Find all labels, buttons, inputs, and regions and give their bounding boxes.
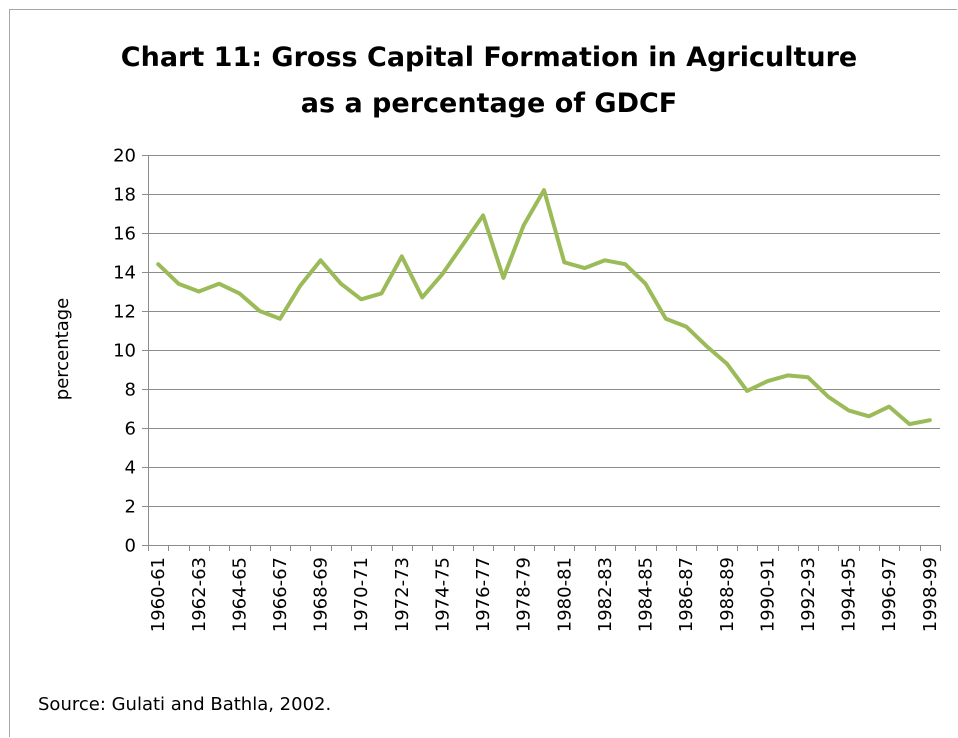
data-point bbox=[177, 282, 181, 286]
data-point bbox=[887, 405, 891, 409]
y-tick-label: 8 bbox=[125, 380, 136, 401]
data-point bbox=[664, 317, 668, 321]
chart-frame bbox=[9, 9, 957, 737]
axes bbox=[142, 155, 941, 551]
series bbox=[156, 188, 932, 427]
x-tick-label: 1972-73 bbox=[392, 557, 413, 632]
data-point bbox=[826, 395, 830, 399]
data-point bbox=[522, 223, 526, 227]
chart-title-line-1: Chart 11: Gross Capital Formation in Agr… bbox=[121, 42, 857, 73]
y-tick-label: 0 bbox=[125, 536, 136, 557]
series-line bbox=[156, 188, 932, 427]
x-tick-label: 1980-81 bbox=[554, 557, 575, 632]
x-tick-label: 1984-85 bbox=[636, 557, 657, 632]
x-tick-label: 1994-95 bbox=[839, 557, 860, 632]
x-tick-label: 1962-63 bbox=[189, 557, 210, 632]
data-point bbox=[623, 262, 627, 266]
x-tick-label: 1982-83 bbox=[595, 557, 616, 632]
x-tick-label: 1966-67 bbox=[270, 557, 291, 632]
data-point bbox=[847, 408, 851, 412]
data-point bbox=[298, 284, 302, 288]
y-tick-label: 2 bbox=[125, 497, 136, 518]
x-tick-label: 1988-89 bbox=[717, 557, 738, 632]
data-point bbox=[644, 282, 648, 286]
x-tick-label: 1998-99 bbox=[920, 557, 941, 632]
data-point bbox=[583, 266, 587, 270]
x-tick-labels: 1960-61 1962-63 1964-65 1966-67 1968-69 1970-… bbox=[148, 557, 941, 632]
y-tick-label: 16 bbox=[113, 224, 136, 245]
data-point bbox=[928, 418, 932, 422]
data-point bbox=[197, 290, 201, 294]
y-tick-label: 6 bbox=[125, 419, 136, 440]
x-tick-label: 1964-65 bbox=[229, 557, 250, 632]
chart-title-line-2: as a percentage of GDCF bbox=[301, 88, 678, 119]
x-tick-label: 1976-77 bbox=[473, 557, 494, 632]
data-point bbox=[380, 291, 384, 295]
data-point bbox=[461, 243, 465, 247]
y-tick-label: 12 bbox=[113, 302, 136, 323]
source-note: Source: Gulati and Bathla, 2002. bbox=[38, 694, 332, 715]
data-point bbox=[562, 260, 566, 264]
data-point bbox=[745, 389, 749, 393]
data-point bbox=[319, 258, 323, 262]
data-point bbox=[156, 262, 160, 266]
y-tick-labels: 0 2 4 6 8 10 12 14 16 18 20 bbox=[113, 146, 136, 557]
x-tick-label: 1990-91 bbox=[757, 557, 778, 632]
data-point bbox=[339, 282, 343, 286]
y-tick-label: 10 bbox=[113, 341, 136, 362]
data-point bbox=[684, 325, 688, 329]
data-point bbox=[725, 362, 729, 366]
y-axis-label: percentage bbox=[52, 298, 73, 400]
data-point bbox=[258, 309, 262, 313]
data-point bbox=[603, 258, 607, 262]
data-point bbox=[765, 379, 769, 383]
data-point bbox=[501, 276, 505, 280]
y-tick-label: 20 bbox=[113, 146, 136, 167]
data-point bbox=[359, 297, 363, 301]
data-point bbox=[237, 291, 241, 295]
data-point bbox=[867, 414, 871, 418]
x-tick-label: 1986-87 bbox=[676, 557, 697, 632]
data-point bbox=[441, 272, 445, 276]
data-point bbox=[217, 282, 221, 286]
x-tick-label: 1960-61 bbox=[148, 557, 169, 632]
x-tick-label: 1992-93 bbox=[798, 557, 819, 632]
data-point bbox=[400, 254, 404, 258]
x-tick-label: 1974-75 bbox=[432, 557, 453, 632]
data-point bbox=[908, 422, 912, 426]
data-point bbox=[786, 373, 790, 377]
data-point bbox=[542, 188, 546, 192]
y-tick-label: 18 bbox=[113, 185, 136, 206]
data-point bbox=[278, 317, 282, 321]
x-tick-label: 1978-79 bbox=[514, 557, 535, 632]
data-point bbox=[481, 213, 485, 217]
y-tick-label: 14 bbox=[113, 263, 136, 284]
data-point bbox=[806, 375, 810, 379]
data-point bbox=[420, 295, 424, 299]
x-tick-label: 1996-97 bbox=[879, 557, 900, 632]
gridlines bbox=[148, 155, 940, 507]
data-point bbox=[705, 344, 709, 348]
x-tick-label: 1968-69 bbox=[311, 557, 332, 632]
y-tick-label: 4 bbox=[125, 458, 136, 479]
x-tick-label: 1970-71 bbox=[351, 557, 372, 632]
